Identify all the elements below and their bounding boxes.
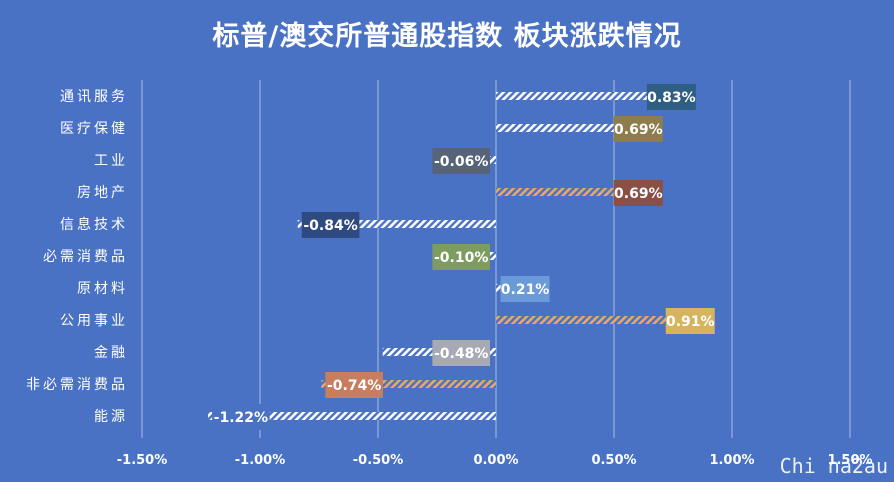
data-label-box: [500, 276, 550, 302]
data-label-box: [432, 340, 490, 366]
data-label: -0.48%: [434, 346, 488, 362]
data-label: -0.06%: [434, 154, 488, 170]
data-label-box: [432, 148, 490, 174]
bar: [297, 220, 496, 228]
data-label-box: [301, 212, 360, 238]
data-label-box: [665, 308, 715, 334]
x-tick-label: 0.00%: [473, 453, 518, 468]
x-tick-label: 1.50%: [827, 453, 872, 468]
category-label: 工业: [94, 153, 128, 169]
x-tick-label: -0.50%: [353, 453, 404, 468]
x-tick-label: -1.50%: [117, 453, 168, 468]
category-label: 原材料: [77, 281, 128, 297]
x-tick-label: 0.50%: [591, 453, 636, 468]
data-label-box: [646, 84, 696, 110]
data-label: -1.22%: [214, 410, 268, 426]
x-tick-labels: -1.50% -1.00% -0.50% 0.00% 0.50% 1.00% 1.50%: [117, 453, 873, 468]
bar: [496, 316, 711, 324]
category-label: 房地产: [77, 185, 128, 201]
data-label: 0.91%: [666, 314, 715, 330]
watermark: Chi na2au: [779, 454, 888, 478]
x-tick-label: -1.00%: [235, 453, 286, 468]
data-labels: 0.83% 0.69% -0.06% 0.69% -0.84% -0.10% 0.21% 0.…: [212, 84, 715, 430]
data-label: -0.10%: [434, 250, 488, 266]
data-label-box: [212, 404, 270, 430]
bar: [321, 380, 496, 388]
data-label-box: [325, 372, 383, 398]
category-label: 医疗保健: [60, 121, 128, 137]
data-label: 0.69%: [614, 186, 663, 202]
category-label: 通讯服务: [60, 89, 128, 105]
data-label: 0.83%: [647, 90, 696, 106]
bar: [208, 412, 496, 420]
data-label: -0.84%: [303, 218, 357, 234]
data-label: 0.69%: [614, 122, 663, 138]
category-label: 能源: [94, 409, 128, 425]
bar: [496, 188, 659, 196]
bar: [496, 92, 692, 100]
category-label: 非必需消费品: [26, 377, 128, 393]
data-label-box: [613, 180, 663, 206]
bar: [496, 124, 659, 132]
data-label-box: [432, 244, 490, 270]
grid-lines: [141, 80, 851, 438]
category-label: 公用事业: [60, 313, 128, 329]
category-label: 必需消费品: [43, 249, 128, 265]
category-label: 信息技术: [60, 216, 128, 233]
data-label: 0.21%: [501, 282, 550, 298]
x-tick-label: 1.00%: [709, 453, 754, 468]
chart-title: 标普/澳交所普通股指数 板块涨跌情况: [212, 21, 682, 52]
data-label-box: [613, 116, 663, 142]
category-label: 金融: [94, 345, 128, 361]
data-label: -0.74%: [327, 378, 381, 394]
